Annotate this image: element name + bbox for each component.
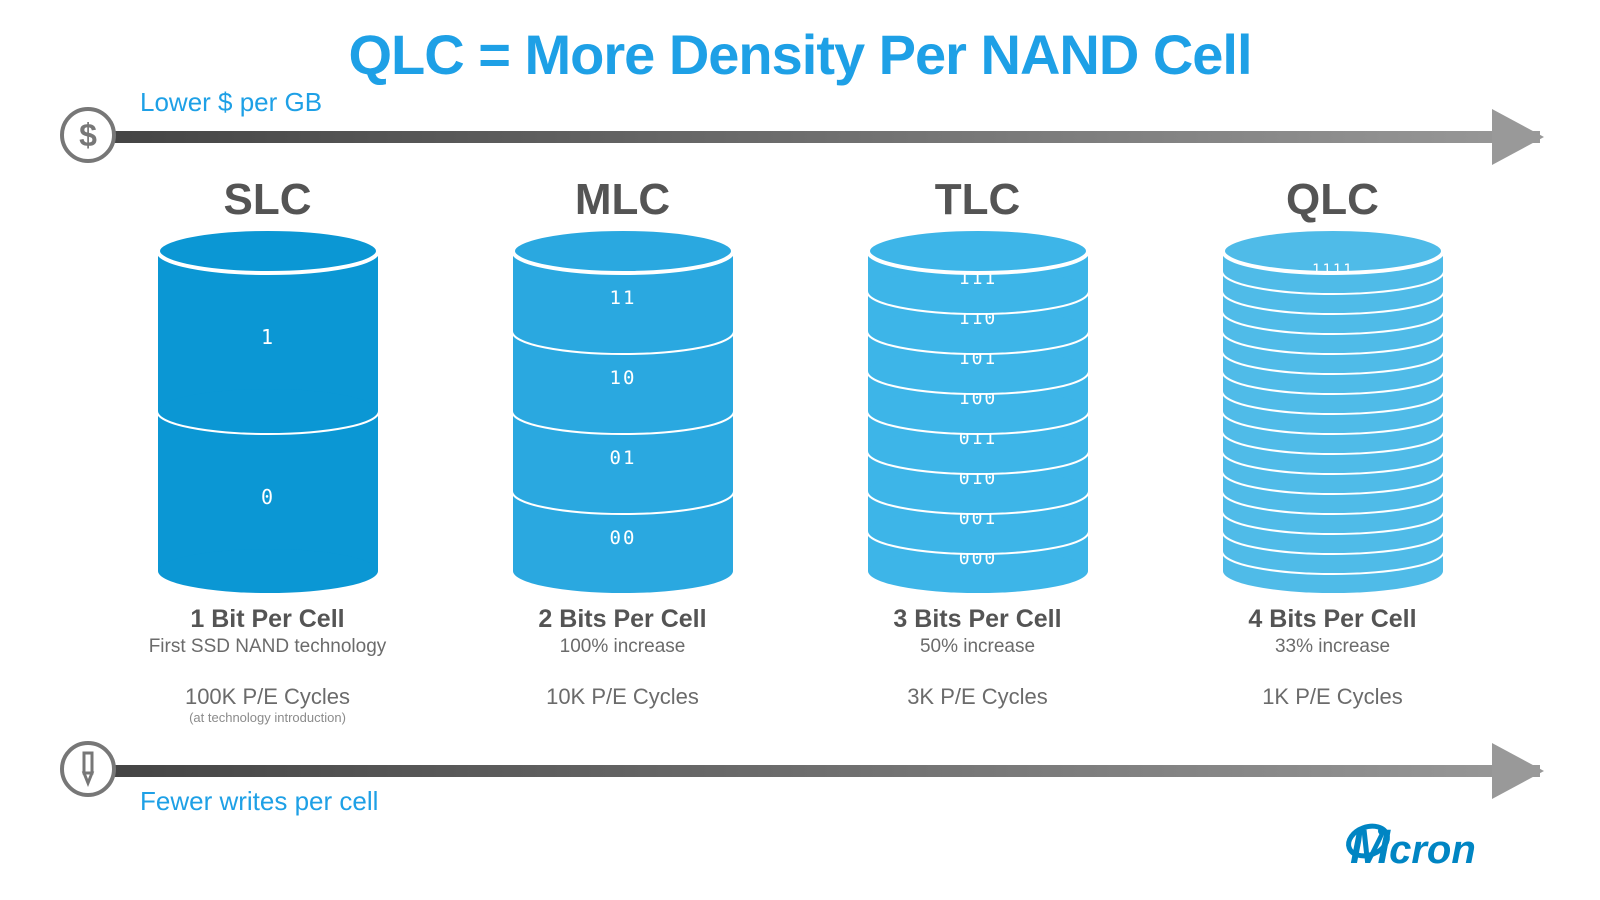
svg-text:11: 11 [609,287,636,309]
cylinder-stack: 000001010011100101110111 [828,233,1128,593]
bits-per-cell-label: 2 Bits Per Cell [473,605,773,634]
svg-text:icron: icron [1378,828,1476,872]
column-slc: SLC 01 1 Bit Per Cell First SSD NAND tec… [118,175,418,725]
cylinder-stack: 0000000100100011010001010110011110001001… [1183,233,1483,593]
pe-cycles-label: 10K P/E Cycles [473,684,773,710]
svg-text:M: M [1350,821,1391,874]
pe-cycles-label: 3K P/E Cycles [828,684,1128,710]
bottom-arrow-label: Fewer writes per cell [140,786,378,817]
nand-columns: SLC 01 1 Bit Per Cell First SSD NAND tec… [0,165,1600,725]
column-title: MLC [473,175,773,225]
svg-text:$: $ [79,117,97,153]
column-qlc: QLC 000000010010001101000101011001111000… [1183,175,1483,725]
bits-per-cell-label: 1 Bit Per Cell [118,605,418,634]
density-increase-label: 50% increase [828,636,1128,658]
arrow-line [108,131,1540,143]
svg-text:00: 00 [609,527,636,549]
pe-cycles-label: 100K P/E Cycles(at technology introducti… [118,684,418,725]
density-increase-label: First SSD NAND technology [118,636,418,658]
arrow-line [108,765,1540,777]
column-title: QLC [1183,175,1483,225]
column-title: TLC [828,175,1128,225]
dollar-icon: $ [60,107,116,163]
bits-per-cell-label: 4 Bits Per Cell [1183,605,1483,634]
svg-text:10: 10 [609,367,636,389]
cylinder-stack: 01 [118,233,418,593]
svg-text:01: 01 [609,447,636,469]
column-tlc: TLC 000001010011100101110111 3 Bits Per … [828,175,1128,725]
column-title: SLC [118,175,418,225]
arrow-head [1492,109,1544,165]
density-increase-label: 100% increase [473,636,773,658]
density-increase-label: 33% increase [1183,636,1483,658]
page-title: QLC = More Density Per NAND Cell [0,0,1600,87]
top-arrow: Lower $ per GB $ [60,95,1540,165]
svg-text:1111: 1111 [1312,262,1354,278]
svg-text:111: 111 [958,268,997,289]
svg-text:0: 0 [260,485,274,509]
top-arrow-label: Lower $ per GB [140,87,322,118]
arrow-head [1492,743,1544,799]
column-mlc: MLC 00 01 10 11 2 Bits Per Cell 100% increa… [473,175,773,725]
svg-text:1: 1 [260,325,274,349]
pencil-icon [60,741,116,797]
pe-cycles-label: 1K P/E Cycles [1183,684,1483,710]
pe-note: (at technology introduction) [118,710,418,725]
bottom-arrow: Fewer writes per cell [60,729,1540,799]
bits-per-cell-label: 3 Bits Per Cell [828,605,1128,634]
micron-logo: icron M [1340,819,1540,880]
cylinder-stack: 00 01 10 11 [473,233,773,593]
